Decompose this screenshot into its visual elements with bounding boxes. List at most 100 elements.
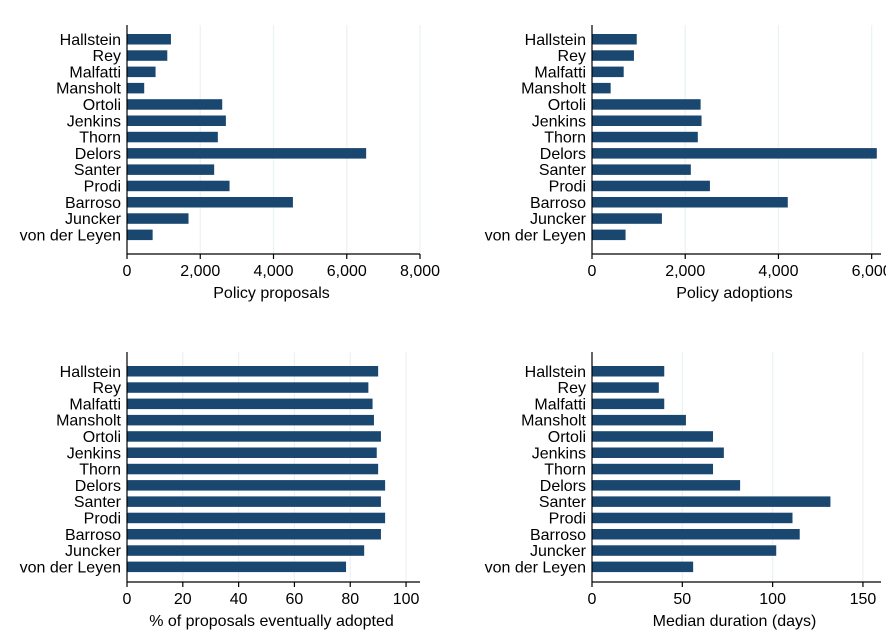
bar-ortoli	[592, 99, 701, 110]
bar-delors	[592, 480, 741, 491]
y-tick-label: Hallstein	[60, 364, 121, 381]
y-tick-label: Santer	[74, 494, 122, 511]
y-tick-label: Santer	[539, 162, 587, 179]
y-tick-label: Ortoli	[548, 97, 586, 114]
x-tick-label: 8,000	[400, 263, 440, 280]
x-tick-label: 0	[123, 263, 132, 280]
bar-ortoli	[127, 431, 381, 442]
bar-delors	[127, 480, 386, 491]
y-tick-label: von der Leyen	[485, 227, 586, 244]
y-tick-label: Santer	[539, 494, 587, 511]
bar-rey	[592, 50, 634, 61]
bar-barroso	[592, 529, 800, 540]
bar-prodi	[127, 512, 386, 524]
bar-von-der-leyen	[127, 229, 153, 241]
y-tick-label: Juncker	[530, 543, 587, 560]
y-tick-label: Hallstein	[525, 364, 586, 381]
chart-panel-4: HallsteinReyMalfattiMansholtOrtoliJenkin…	[485, 352, 881, 630]
y-tick-label: Malfatti	[534, 396, 586, 413]
x-tick-label: 0	[588, 263, 597, 280]
y-tick-label: Ortoli	[548, 429, 586, 446]
x-axis-title: Policy adoptions	[676, 285, 793, 302]
bar-von-der-leyen	[127, 561, 347, 573]
x-axis-title: Policy proposals	[213, 285, 330, 302]
y-tick-label: Prodi	[549, 178, 586, 195]
bar-von-der-leyen	[592, 229, 626, 241]
y-tick-label: Rey	[558, 48, 586, 65]
y-tick-label: Ortoli	[83, 429, 121, 446]
y-tick-label: Ortoli	[83, 97, 121, 114]
bar-barroso	[592, 197, 788, 208]
bar-mansholt	[592, 414, 686, 426]
bar-malfatti	[127, 66, 156, 78]
x-tick-label: 60	[286, 591, 304, 608]
bar-santer	[592, 496, 831, 507]
bar-santer	[592, 164, 691, 175]
bar-thorn	[127, 463, 379, 475]
y-tick-label: Mansholt	[56, 81, 121, 98]
x-tick-label: 6,000	[852, 263, 886, 280]
x-tick-label: 20	[174, 591, 192, 608]
y-tick-label: Mansholt	[521, 413, 586, 430]
y-tick-label: Santer	[74, 162, 122, 179]
x-tick-label: 40	[230, 591, 248, 608]
y-tick-label: Barroso	[530, 195, 586, 212]
y-tick-label: Juncker	[65, 211, 122, 228]
y-tick-label: Thorn	[79, 462, 121, 479]
bar-juncker	[592, 545, 777, 556]
bar-hallstein	[127, 34, 171, 45]
y-tick-label: Malfatti	[69, 396, 121, 413]
chart-panel-3: HallsteinReyMalfattiMansholtOrtoliJenkin…	[20, 352, 420, 630]
y-tick-label: Barroso	[65, 527, 121, 544]
bar-thorn	[592, 131, 698, 143]
x-tick-label: 2,000	[665, 263, 705, 280]
bar-juncker	[592, 213, 662, 224]
y-tick-label: Mansholt	[521, 81, 586, 98]
y-tick-label: Rey	[93, 48, 121, 65]
bar-mansholt	[592, 82, 611, 94]
bar-prodi	[592, 512, 793, 524]
bar-rey	[592, 382, 659, 393]
x-tick-label: 50	[673, 591, 691, 608]
y-tick-label: Jenkins	[532, 445, 586, 462]
bar-jenkins	[127, 115, 226, 126]
bar-ortoli	[592, 431, 714, 442]
bar-santer	[127, 496, 381, 507]
bar-barroso	[127, 197, 293, 208]
bar-hallstein	[592, 366, 665, 377]
y-tick-label: Jenkins	[67, 445, 121, 462]
bar-delors	[127, 148, 367, 159]
y-tick-label: Delors	[75, 478, 121, 495]
y-tick-label: Thorn	[544, 130, 586, 147]
bar-von-der-leyen	[592, 561, 694, 573]
x-tick-label: 0	[123, 591, 132, 608]
bar-prodi	[592, 180, 710, 192]
y-tick-label: Barroso	[65, 195, 121, 212]
bar-thorn	[127, 131, 218, 143]
bar-ortoli	[127, 99, 223, 110]
x-tick-label: 80	[341, 591, 359, 608]
bar-santer	[127, 164, 215, 175]
bar-delors	[592, 148, 877, 159]
bar-thorn	[592, 463, 714, 475]
y-tick-label: von der Leyen	[20, 559, 121, 576]
bar-juncker	[127, 213, 189, 224]
bar-jenkins	[127, 447, 377, 458]
bar-malfatti	[592, 398, 665, 410]
bar-jenkins	[592, 447, 724, 458]
y-tick-label: Hallstein	[525, 32, 586, 49]
y-tick-label: Prodi	[84, 510, 121, 527]
y-tick-label: Juncker	[65, 543, 122, 560]
x-tick-label: 4,000	[253, 263, 293, 280]
y-tick-label: Delors	[540, 146, 586, 163]
x-tick-label: 6,000	[327, 263, 367, 280]
y-tick-label: Malfatti	[534, 64, 586, 81]
x-tick-label: 2,000	[180, 263, 220, 280]
bar-hallstein	[127, 366, 379, 377]
bar-malfatti	[127, 398, 373, 410]
x-axis-title: Median duration (days)	[653, 613, 817, 630]
bar-mansholt	[127, 82, 145, 94]
bar-jenkins	[592, 115, 702, 126]
x-tick-label: 100	[393, 591, 420, 608]
